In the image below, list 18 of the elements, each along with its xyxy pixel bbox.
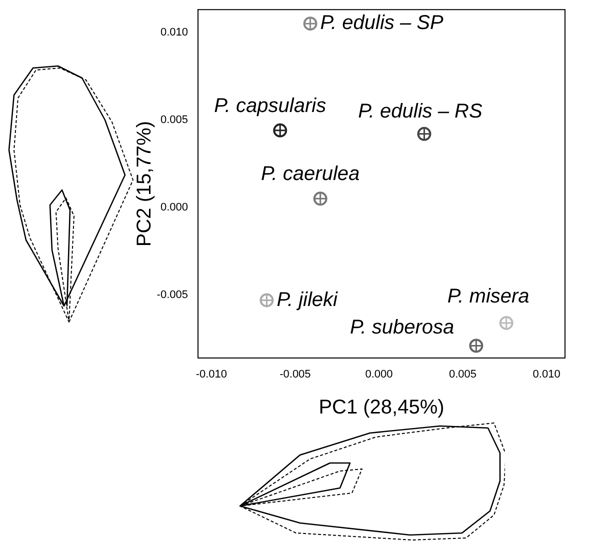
- y-tick-label: -0.005: [156, 289, 188, 302]
- x-tick-label: 0.010: [532, 368, 560, 381]
- series-label: P. capsularis: [214, 94, 326, 117]
- y-axis-title: PC2 (15,77%): [134, 120, 156, 247]
- x-tick-label: -0.010: [196, 368, 228, 381]
- series-label: P. misera: [447, 286, 530, 308]
- series-label: P. edulis – RS: [358, 100, 483, 122]
- x-tick-label: 0.005: [449, 368, 477, 381]
- x-tick-label: 0.000: [365, 368, 393, 381]
- series-label: P. jileki: [276, 288, 338, 311]
- x-tick-label: -0.005: [280, 368, 311, 381]
- y-tick-label: 0.005: [160, 114, 188, 126]
- series-label: P. suberosa: [350, 316, 454, 338]
- x-axis-title: PC1 (28,45%): [318, 396, 444, 419]
- series-label: P. edulis – SP: [320, 12, 444, 34]
- y-tick-label: 0.010: [160, 26, 188, 38]
- y-tick-label: 0.000: [160, 201, 188, 214]
- series-label: P. caerulea: [261, 163, 360, 186]
